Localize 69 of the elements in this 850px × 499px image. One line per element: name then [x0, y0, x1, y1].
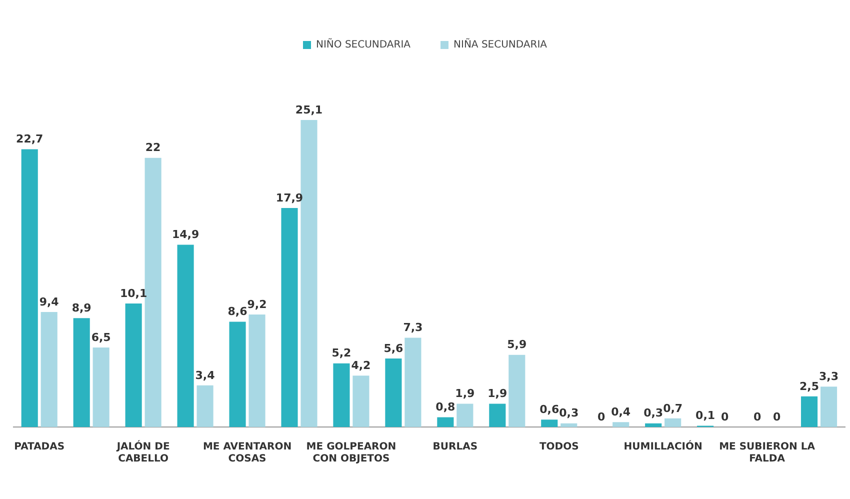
x-tick-label: PATADAS — [14, 442, 65, 453]
data-label: 8,6 — [228, 305, 248, 318]
bar — [196, 385, 214, 427]
data-label: 3,3 — [819, 370, 839, 383]
data-label: 5,9 — [507, 338, 527, 352]
bar — [333, 363, 350, 427]
bar — [229, 322, 246, 427]
bar — [21, 149, 38, 427]
data-label: 0,3 — [644, 406, 664, 420]
data-label: 0 — [598, 410, 606, 424]
data-label: 6,5 — [91, 330, 111, 344]
bar — [489, 404, 506, 427]
x-tick-label: JALÓN DE CABELLO — [116, 440, 170, 465]
data-label: 4,2 — [351, 358, 371, 372]
data-label: 5,2 — [332, 346, 352, 360]
legend-label: NIÑO SECUNDARIA — [316, 38, 411, 51]
data-label: 8,9 — [72, 301, 92, 314]
bar — [177, 244, 194, 427]
data-label: 25,1 — [295, 103, 323, 116]
data-label: 0,6 — [540, 403, 560, 416]
bar — [820, 386, 838, 427]
data-label: 9,2 — [247, 298, 267, 311]
x-tick-label: ME AVENTARON COSAS — [202, 442, 292, 465]
data-label: 0,4 — [611, 405, 631, 418]
bar — [456, 404, 474, 427]
bar — [352, 376, 370, 427]
x-tick-label: TODOS — [539, 442, 579, 453]
data-label: 0 — [772, 410, 781, 424]
data-label: 5,6 — [384, 342, 404, 355]
bar — [645, 423, 662, 427]
bar — [40, 312, 58, 427]
bar — [508, 354, 526, 427]
data-label: 0,8 — [436, 400, 456, 414]
data-label: 22,7 — [16, 132, 44, 146]
bar — [144, 158, 162, 427]
data-label: 2,5 — [800, 380, 820, 393]
data-label: 7,3 — [403, 321, 423, 334]
data-label: 10,1 — [120, 286, 148, 300]
bar — [437, 417, 454, 427]
data-label: 0 — [720, 410, 729, 424]
bar — [560, 423, 578, 427]
bar — [541, 420, 558, 427]
legend-label: NIÑA SECUNDARIA — [454, 38, 548, 51]
data-label: 14,9 — [172, 228, 200, 242]
data-label: 1,9 — [455, 387, 475, 400]
x-tick-label: ME SUBIERON LA FALDA — [719, 442, 816, 465]
bar — [300, 120, 318, 427]
bar — [248, 314, 266, 427]
bar — [664, 418, 682, 427]
bar — [73, 318, 90, 427]
x-tick-label: ME GOLPEARON CON OBJETOS — [306, 442, 396, 465]
data-label: 1,9 — [488, 387, 508, 400]
data-label: 22 — [145, 141, 161, 154]
bar — [612, 422, 630, 427]
data-label: 9,4 — [39, 295, 60, 308]
data-label: 0,1 — [696, 409, 716, 422]
data-label: 0 — [753, 410, 762, 424]
data-label: 0,7 — [663, 402, 683, 415]
data-label: 0,3 — [559, 406, 579, 420]
bar — [404, 338, 422, 427]
x-tick-label: HUMILLACIÓN — [624, 440, 702, 453]
bar — [125, 303, 142, 427]
bar — [385, 358, 402, 427]
data-label: 17,9 — [276, 191, 304, 204]
x-tick-label: BURLAS — [432, 442, 478, 453]
bar — [800, 396, 818, 427]
bar — [92, 347, 110, 427]
data-label: 3,4 — [195, 368, 216, 382]
bar — [281, 208, 298, 427]
